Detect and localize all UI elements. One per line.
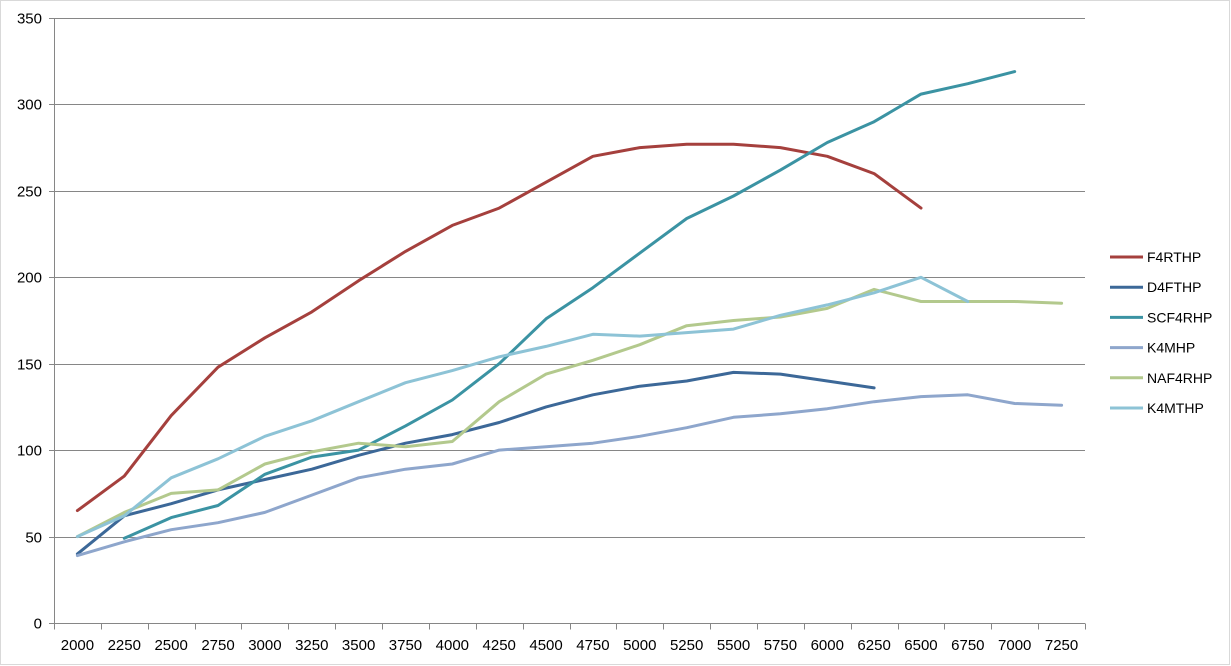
y-tick-label: 300 <box>17 97 42 114</box>
x-tick-label: 6500 <box>904 637 937 654</box>
series-lines <box>75 70 1064 558</box>
x-tick-label: 4500 <box>529 637 562 654</box>
x-tick-label: 3000 <box>248 637 281 654</box>
legend-label-k4mhp: K4MHP <box>1147 340 1195 356</box>
series-line-k4mhp <box>75 393 1064 558</box>
x-tick-label: 5750 <box>764 637 797 654</box>
x-tick-label: 7250 <box>1045 637 1078 654</box>
legend-label-k4mthp: K4MTHP <box>1147 400 1204 416</box>
legend-label-scf4rhp: SCF4RHP <box>1147 309 1212 325</box>
y-tick-label: 200 <box>17 270 42 287</box>
y-tick-label: 350 <box>17 11 42 28</box>
gridlines <box>54 18 1085 538</box>
x-tick-labels: 2000 2250 2500 2750 3000 3250 3500 3750 4000 4250… <box>61 637 1079 654</box>
x-tick-label: 3750 <box>389 637 422 654</box>
series-line-scf4rhp <box>122 70 1017 540</box>
y-tick-labels: 0 50 100 150 200 250 300 350 <box>17 11 42 633</box>
y-tick-label: 50 <box>25 530 42 547</box>
x-tick-label: 2750 <box>201 637 234 654</box>
x-tick-label: 4750 <box>576 637 609 654</box>
series-line-f4rthp <box>75 142 923 513</box>
x-tick-label: 6250 <box>857 637 890 654</box>
x-tick-label: 7000 <box>998 637 1031 654</box>
x-tick-label: 2250 <box>108 637 141 654</box>
series-line-k4mthp <box>75 275 970 539</box>
x-tick-label: 2000 <box>61 637 94 654</box>
legend-label-naf4rhp: NAF4RHP <box>1147 370 1212 386</box>
x-tick-label: 5500 <box>717 637 750 654</box>
y-tick-label: 0 <box>34 616 42 633</box>
x-tick-label: 3250 <box>295 637 328 654</box>
x-tick-label: 6000 <box>811 637 844 654</box>
x-tick-label: 3500 <box>342 637 375 654</box>
x-tick-label: 6750 <box>951 637 984 654</box>
x-tick-label: 4000 <box>436 637 469 654</box>
x-tick-label: 4250 <box>483 637 516 654</box>
x-tick-label: 5000 <box>623 637 656 654</box>
legend: F4RTHP D4FTHP SCF4RHP K4MHP NAF4RHP K4MTHP <box>1110 249 1212 416</box>
x-tick-label: 2500 <box>154 637 187 654</box>
y-tick-label: 150 <box>17 357 42 374</box>
y-tick-label: 250 <box>17 184 42 201</box>
legend-label-f4rthp: F4RTHP <box>1147 249 1201 265</box>
series-line-d4fthp <box>75 370 876 556</box>
series-line-naf4rhp <box>75 287 1064 539</box>
y-tick-label: 100 <box>17 443 42 460</box>
legend-label-d4fthp: D4FTHP <box>1147 279 1201 295</box>
x-tick-label: 5250 <box>670 637 703 654</box>
